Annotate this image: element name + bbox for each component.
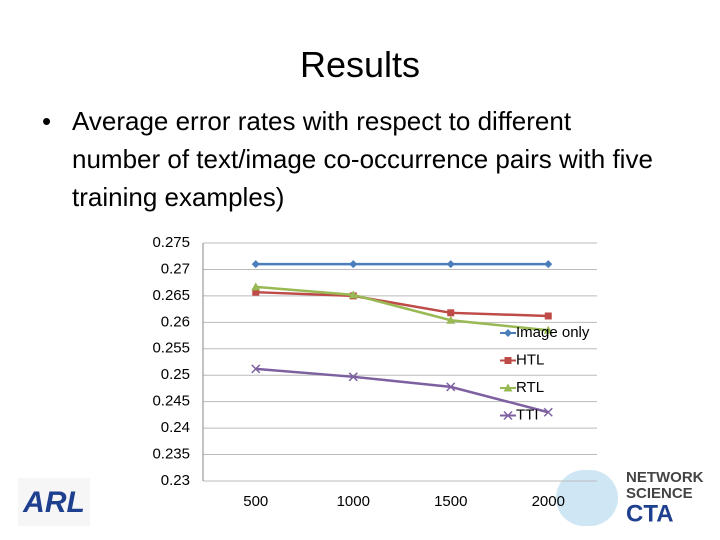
- bullet-text: Average error rates with respect to diff…: [72, 106, 653, 212]
- logo-text: NETWORK: [626, 469, 704, 486]
- series-line: [255, 367, 549, 414]
- y-tick-label: 0.235: [152, 446, 190, 463]
- marker: [348, 290, 358, 299]
- marker: [446, 315, 456, 324]
- marker: [503, 383, 513, 392]
- series-line: [255, 285, 549, 332]
- marker: [543, 325, 553, 334]
- marker: [251, 364, 261, 374]
- legend-label: HTL: [516, 351, 544, 368]
- marker: [446, 260, 455, 269]
- x-tick-label: 1500: [434, 493, 467, 510]
- marker: [543, 407, 553, 417]
- marker: [544, 260, 553, 269]
- marker: [503, 410, 513, 421]
- legend-label: RTL: [516, 379, 544, 396]
- marker: [447, 309, 455, 317]
- y-tick-label: 0.25: [161, 366, 190, 383]
- y-tick-label: 0.24: [161, 419, 190, 436]
- marker: [252, 288, 260, 296]
- y-tick-label: 0.26: [161, 313, 190, 330]
- x-tick-label: 2000: [532, 493, 565, 510]
- x-tick-label: 1000: [337, 493, 370, 510]
- y-tick-label: 0.255: [152, 340, 190, 357]
- logo-arl: ARL: [22, 486, 85, 519]
- legend-label: Image only: [516, 324, 590, 341]
- x-tick-label: 500: [243, 493, 268, 510]
- y-tick-label: 0.265: [152, 287, 190, 304]
- y-tick-label: 0.23: [161, 472, 190, 489]
- marker: [504, 329, 512, 337]
- y-tick-label: 0.27: [161, 260, 190, 277]
- marker: [504, 357, 512, 364]
- legend-label: TTI: [516, 406, 539, 423]
- logo-bg: [18, 478, 90, 526]
- slide-title: Results: [299, 44, 421, 85]
- marker: [446, 382, 456, 392]
- logo-globe: [556, 470, 618, 526]
- y-tick-label: 0.275: [152, 234, 190, 251]
- y-tick-label: 0.245: [152, 393, 190, 410]
- marker: [348, 372, 358, 382]
- marker: [251, 260, 260, 269]
- logo-text: SCIENCE: [626, 485, 693, 502]
- series-line: [255, 290, 549, 318]
- logo-text: CTA: [626, 500, 674, 527]
- marker: [251, 282, 261, 291]
- bullet-dot: •: [42, 106, 52, 136]
- marker: [349, 260, 358, 269]
- marker: [544, 312, 552, 320]
